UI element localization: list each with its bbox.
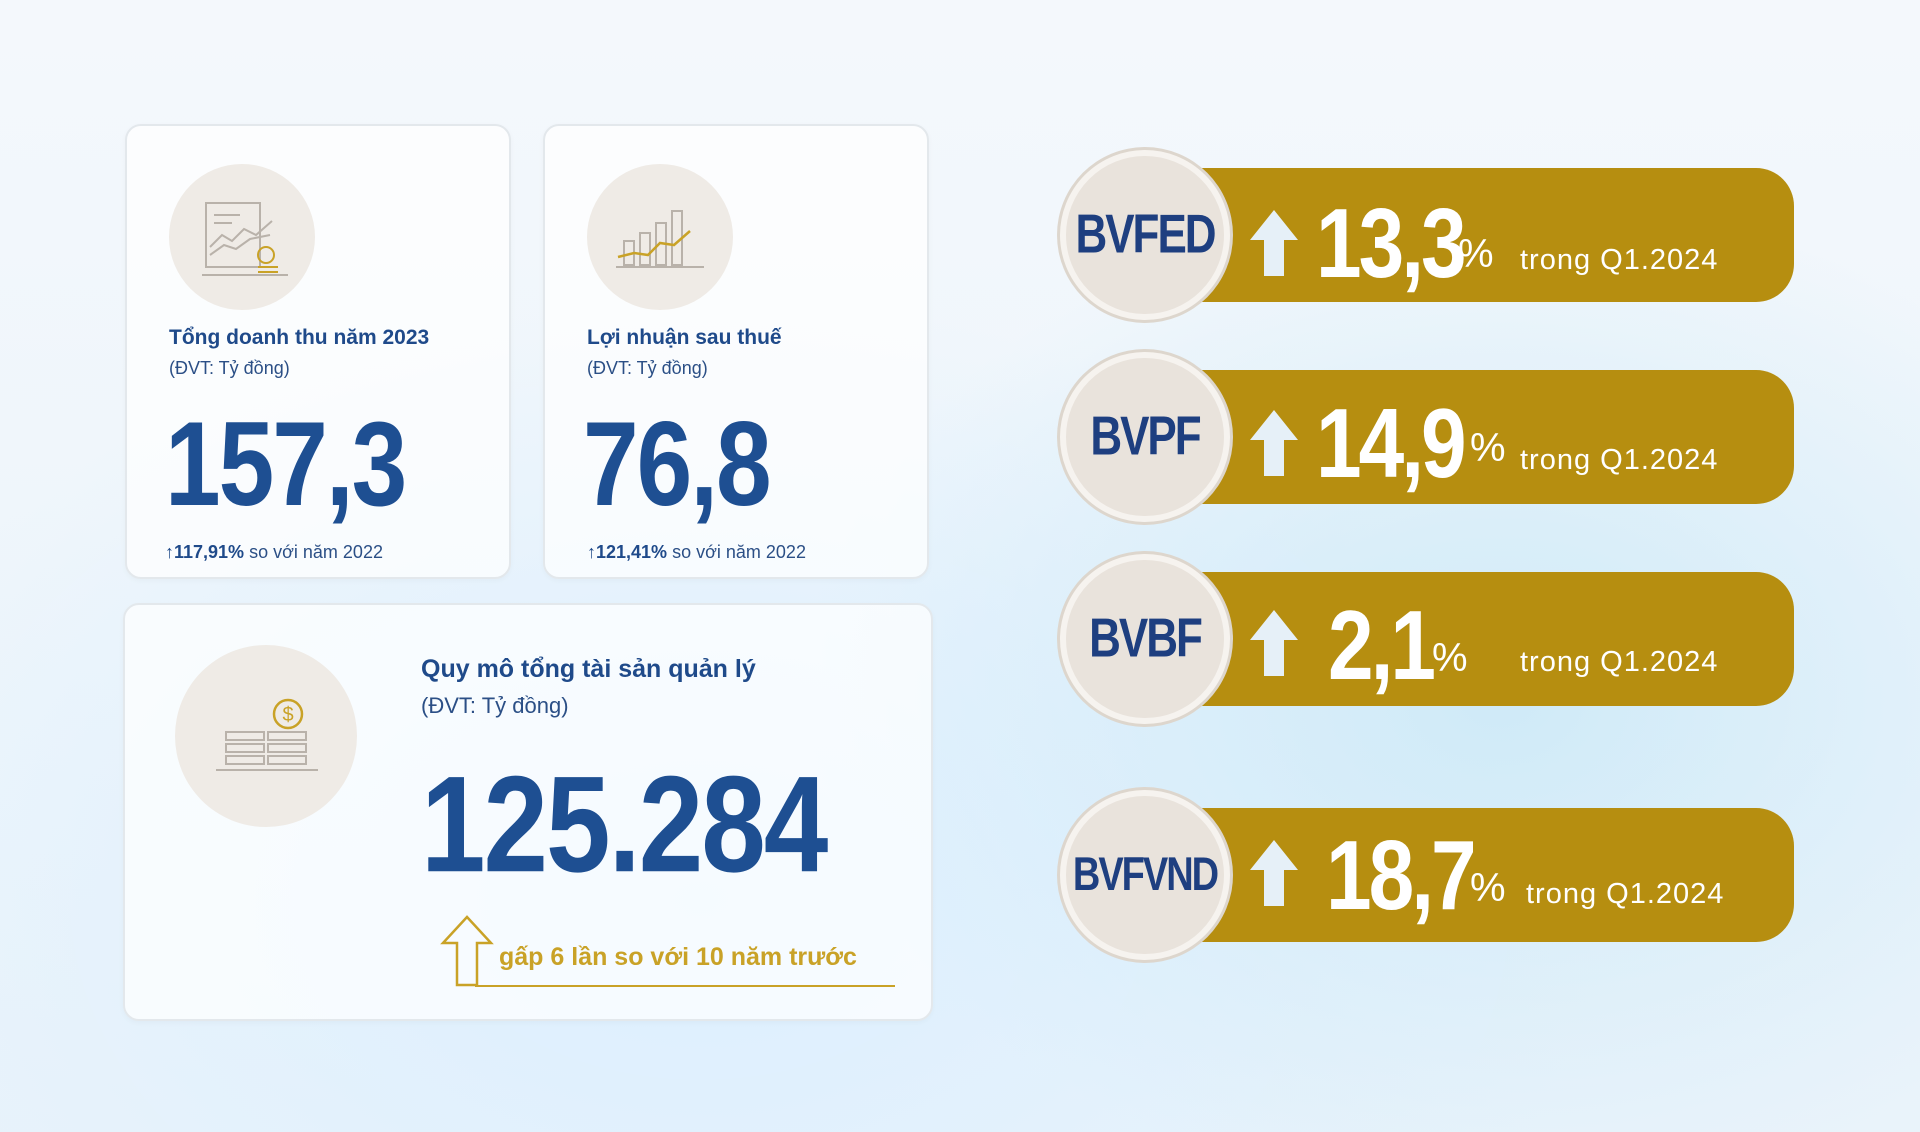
fund-percent: % (1470, 426, 1506, 470)
fund-period: trong Q1.2024 (1520, 646, 1719, 678)
fund-period: trong Q1.2024 (1520, 244, 1719, 276)
up-arrow-icon (1250, 610, 1298, 676)
assets-title: Quy mô tổng tài sản quản lý (421, 655, 756, 683)
up-arrow-icon (1250, 410, 1298, 476)
fund-percent: % (1432, 636, 1468, 680)
revenue-title: Tổng doanh thu năm 2023 (169, 326, 430, 349)
assets-growth-text: gấp 6 lần so với 10 năm trước (499, 943, 857, 971)
fund-period: trong Q1.2024 (1520, 444, 1719, 476)
revenue-unit: (ĐVT: Tỷ đồng) (169, 358, 290, 378)
fund-name: BVPF (1090, 405, 1201, 467)
revenue-value: 157,3 (165, 397, 407, 532)
fund-row-bvfvnd: BVFVND 18,7 % trong Q1.2024 (0, 790, 1920, 960)
growth-underline (475, 985, 895, 987)
assets-value: 125.284 (421, 747, 828, 901)
profit-card: Lợi nhuận sau thuế (ĐVT: Tỷ đồng) 76,8 ↑… (543, 124, 929, 579)
fund-value: 14,9 (1316, 389, 1467, 499)
profit-unit: (ĐVT: Tỷ đồng) (587, 358, 708, 378)
growth-arrow-icon (439, 915, 495, 992)
fund-row-bvpf: BVPF 14,9 % trong Q1.2024 (0, 352, 1920, 522)
fund-value: 13,3 (1316, 189, 1467, 299)
profit-title: Lợi nhuận sau thuế (587, 326, 782, 349)
fund-period: trong Q1.2024 (1526, 878, 1725, 910)
assets-card: $ Quy mô tổng tài sản quản lý (ĐVT: Tỷ đ… (123, 603, 933, 1021)
revenue-document-chart-icon (169, 164, 315, 310)
bar-chart-growth-icon (587, 164, 733, 310)
fund-percent: % (1470, 866, 1506, 910)
fund-row-bvfed: BVFED 13,3 % trong Q1.2024 (0, 150, 1920, 320)
fund-value: 2,1 (1328, 591, 1436, 701)
assets-unit: (ĐVT: Tỷ đồng) (421, 693, 569, 718)
fund-name: BVFED (1075, 203, 1216, 265)
up-arrow-icon (1250, 210, 1298, 276)
up-arrow-icon (1250, 840, 1298, 906)
revenue-compare-value: 117,91% (174, 542, 245, 562)
fund-badge: BVFED (1060, 150, 1230, 320)
fund-row-bvbf: BVBF 2,1 % trong Q1.2024 (0, 554, 1920, 724)
profit-compare: ↑121,41% so với năm 2022 (587, 542, 806, 563)
fund-name: BVBF (1089, 607, 1203, 669)
revenue-compare: ↑117,91% so với năm 2022 (165, 542, 383, 563)
fund-badge: BVBF (1060, 554, 1230, 724)
fund-badge: BVFVND (1060, 790, 1230, 960)
fund-value: 18,7 (1326, 821, 1477, 931)
up-arrow-icon: ↑ (587, 542, 596, 562)
coin-stack-dollar-icon: $ (175, 645, 357, 827)
profit-value: 76,8 (583, 397, 772, 532)
revenue-compare-text: so với năm 2022 (249, 542, 383, 562)
fund-badge: BVPF (1060, 352, 1230, 522)
svg-text:$: $ (282, 704, 293, 726)
profit-compare-text: so với năm 2022 (672, 542, 806, 562)
revenue-card: Tổng doanh thu năm 2023 (ĐVT: Tỷ đồng) 1… (125, 124, 511, 579)
fund-name: BVFVND (1072, 848, 1219, 901)
profit-compare-value: 121,41% (596, 542, 668, 562)
up-arrow-icon: ↑ (165, 542, 174, 562)
fund-percent: % (1458, 232, 1494, 276)
